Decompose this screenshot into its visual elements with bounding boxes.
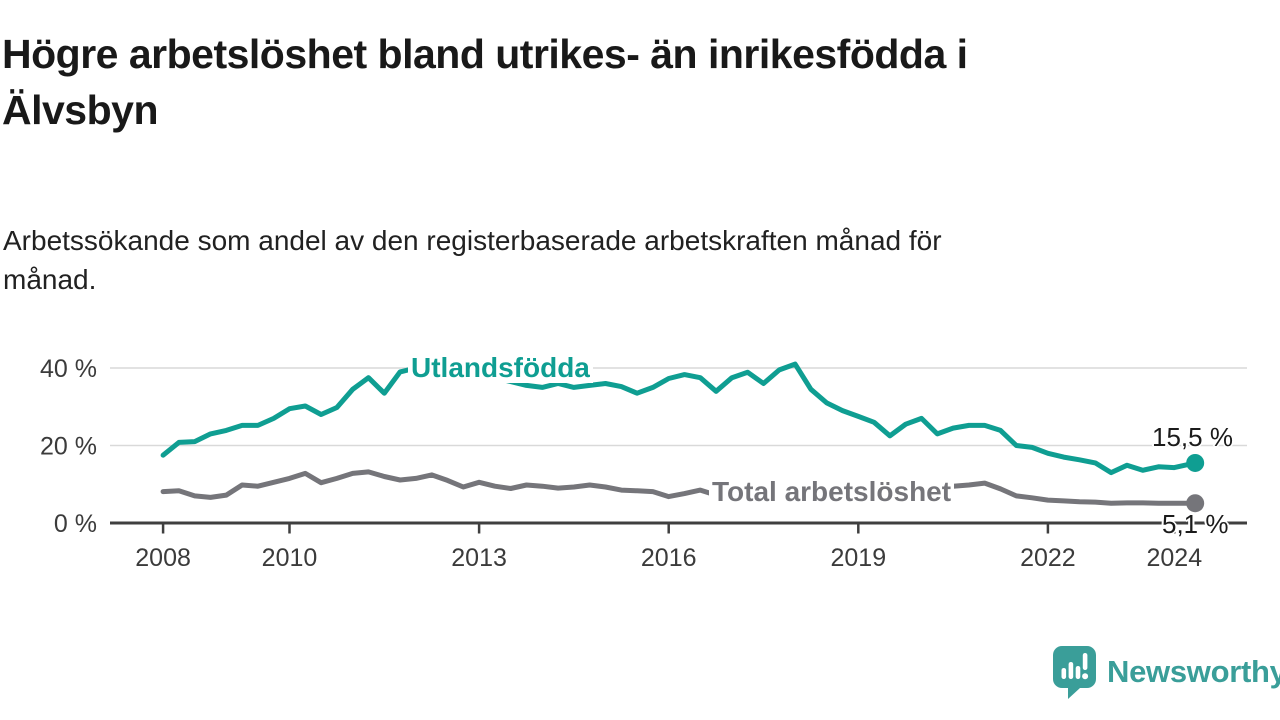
series-endpoint-dot-utlandsf-dda [1186, 453, 1205, 472]
newsworthy-wordmark: Newsworthy [1107, 654, 1280, 689]
newsworthy-logo: Newsworthy [1051, 645, 1280, 699]
x-tick-label-2024: 2024 [1147, 544, 1203, 572]
chart-subtitle: Arbetssökande som andel av den registerb… [3, 225, 942, 295]
x-tick-label-2013: 2013 [451, 544, 507, 572]
y-tick-label-0 %: 0 % [54, 510, 97, 538]
x-tick-label-2016: 2016 [641, 544, 697, 572]
end-value-label-total-arbetsloshet: 5,1 % [1162, 509, 1229, 539]
series-endpoint-dot-total-arbetsl-shet [1186, 494, 1205, 513]
series-label-utlandsfodda: Utlandsfödda [408, 353, 593, 383]
x-tick-label-2022: 2022 [1020, 544, 1076, 572]
x-tick-label-2019: 2019 [830, 544, 886, 572]
chart-title: Högre arbetslöshet bland utrikes- än inr… [2, 31, 968, 133]
y-tick-label-40 %: 40 % [40, 355, 97, 383]
y-tick-label-20 %: 20 % [40, 433, 97, 461]
x-tick-label-2008: 2008 [135, 544, 191, 572]
end-value-label-utlandsfodda: 15,5 % [1152, 422, 1233, 452]
series-line-utlandsf-dda [160, 361, 1198, 476]
series-label-total-arbetsloshet: Total arbetslöshet [709, 477, 955, 507]
newsworthy-speech-bubble-chart-icon [1051, 645, 1098, 699]
series-line-total-arbetsl-shet [160, 469, 1198, 506]
x-tick-label-2010: 2010 [262, 544, 318, 572]
